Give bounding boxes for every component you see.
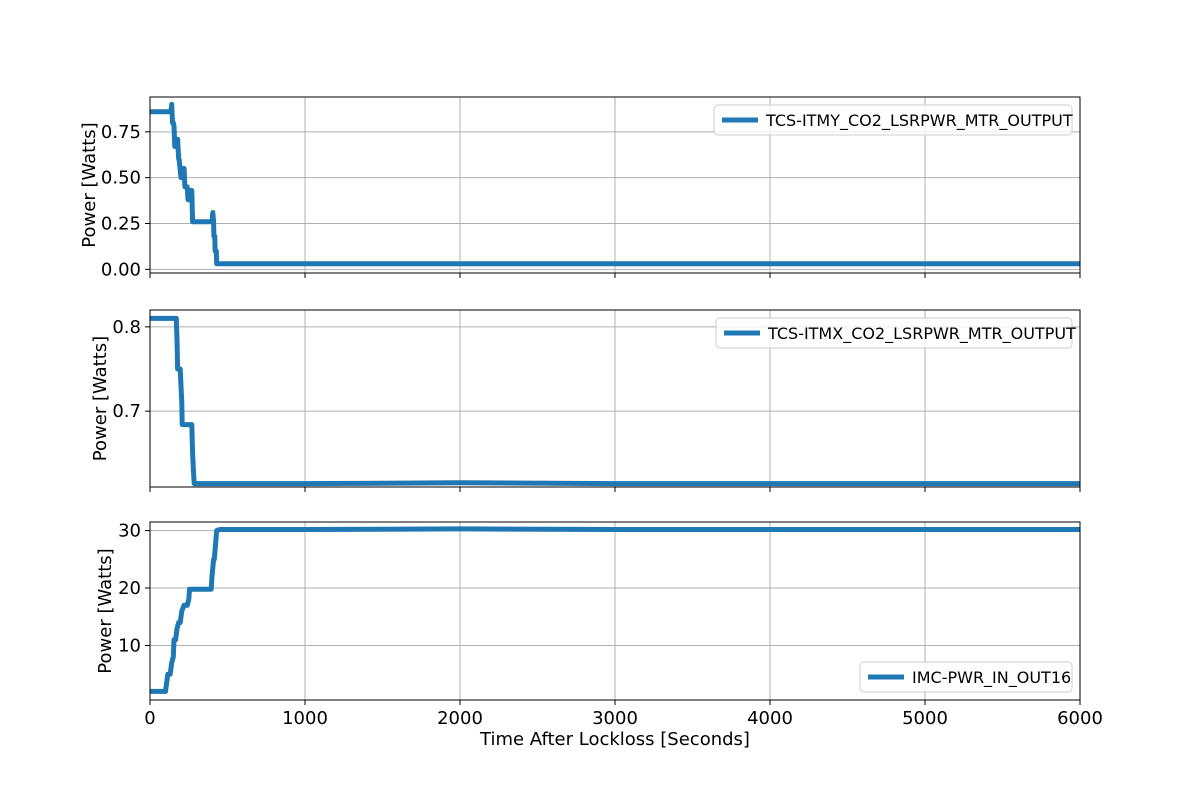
data-series [150, 526, 1080, 694]
axis-ticks: 0.00 0.25 0.50 0.75 [101, 122, 1081, 280]
x-tick-label: 2000 [437, 708, 483, 729]
legend-box [715, 317, 1073, 349]
y-axis-label: Power [Watts] [95, 548, 116, 673]
y-tick-label: 10 [118, 635, 141, 656]
series-line [150, 315, 1080, 487]
panel-itmx-co2-power: 0.7 0.8 Power [Watts] TCS-ITMX_CO2_LSRPWR… [90, 309, 1081, 492]
data-series [150, 101, 1080, 267]
x-axis-label: Time After Lockloss [Seconds] [479, 729, 750, 750]
y-tick-label: 0.8 [112, 317, 141, 338]
plot-frame [149, 309, 1081, 488]
axis-ticks: 0.7 0.8 [112, 317, 1081, 492]
data-series [150, 315, 1080, 487]
y-tick-label: 20 [118, 578, 141, 599]
legend-box [859, 661, 1073, 693]
y-tick-label: 0.7 [112, 401, 141, 422]
legend: TCS-ITMX_CO2_LSRPWR_MTR_OUTPUT [715, 317, 1076, 349]
series-line [150, 526, 1080, 694]
series-line [150, 101, 1080, 267]
legend-label: TCS-ITMX_CO2_LSRPWR_MTR_OUTPUT [767, 324, 1076, 344]
y-tick-label: 0.25 [101, 214, 141, 235]
y-tick-label: 0.50 [101, 168, 141, 189]
y-tick-label: 0.75 [101, 122, 141, 143]
plot-frame [149, 521, 1081, 701]
y-tick-label: 30 [118, 521, 141, 542]
plot-frame [149, 96, 1081, 274]
legend-label: TCS-ITMY_CO2_LSRPWR_MTR_OUTPUT [765, 111, 1073, 131]
y-tick-label: 0.00 [101, 259, 141, 280]
legend-label: IMC-PWR_IN_OUT16 [912, 668, 1071, 688]
x-tick-label: 1000 [282, 708, 328, 729]
legend: IMC-PWR_IN_OUT16 [859, 661, 1073, 693]
axis-ticks: 0 1000 2000 3000 4000 5000 6000 10 20 30 [118, 521, 1103, 729]
panel-imc-input-power: 0 1000 2000 3000 4000 5000 6000 10 20 30 Power [W… [95, 521, 1103, 750]
x-tick-label: 6000 [1057, 708, 1103, 729]
x-tick-label: 4000 [747, 708, 793, 729]
y-axis-label: Power [Watts] [79, 122, 100, 247]
y-axis-label: Power [Watts] [90, 336, 111, 461]
x-tick-label: 0 [144, 708, 155, 729]
legend: TCS-ITMY_CO2_LSRPWR_MTR_OUTPUT [713, 104, 1073, 136]
x-tick-label: 3000 [592, 708, 638, 729]
legend-box [713, 104, 1073, 136]
x-tick-label: 5000 [902, 708, 948, 729]
panel-itmy-co2-power: 0.00 0.25 0.50 0.75 Power [Watts] TCS-ITMY_… [79, 96, 1081, 280]
